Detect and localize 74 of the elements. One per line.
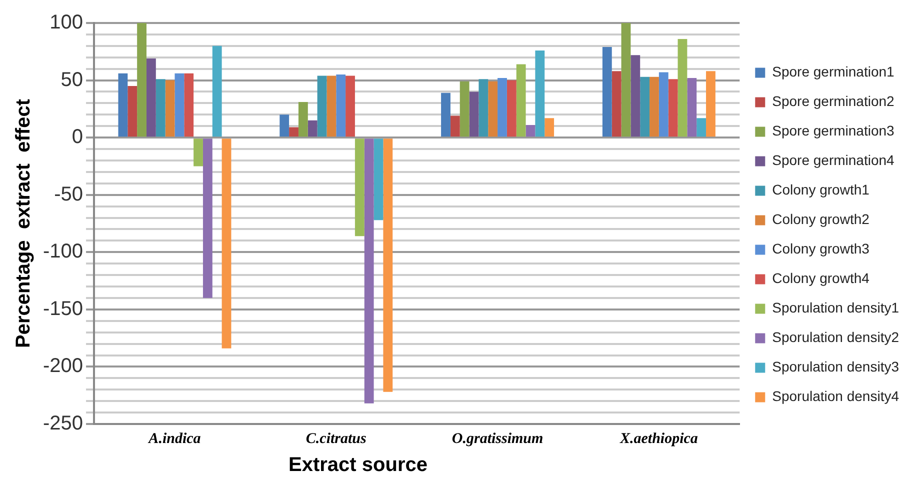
legend-label: Colony growth2 <box>772 211 870 228</box>
bar <box>658 72 668 137</box>
y-tick-label: 50 <box>60 68 84 91</box>
bar <box>450 116 460 137</box>
bar <box>478 79 488 137</box>
bar <box>326 76 336 137</box>
bar <box>696 118 706 137</box>
y-tick-label: -100 <box>43 240 84 263</box>
bar <box>289 127 298 137</box>
y-tick-label: -250 <box>43 412 84 435</box>
y-tick-label: -150 <box>43 298 84 320</box>
bar <box>118 73 128 137</box>
legend-label: Colony growth4 <box>772 270 870 286</box>
bar <box>364 138 374 404</box>
bar <box>146 58 156 137</box>
legend-label: Sporulation density2 <box>772 329 900 346</box>
bar <box>650 76 659 137</box>
legend-label: Sporulation density1 <box>772 300 900 316</box>
bar <box>280 114 290 137</box>
bar <box>137 23 146 137</box>
legend-label: Sporulation density4 <box>772 388 900 404</box>
bar <box>346 76 355 137</box>
bar <box>354 138 364 236</box>
bar <box>640 76 650 137</box>
y-tick-label: -200 <box>43 355 84 378</box>
x-tick-label: C.citratus <box>306 430 367 447</box>
bar <box>535 50 545 137</box>
x-tick-label: A.indica <box>148 430 202 447</box>
bar <box>317 76 327 137</box>
bar <box>544 118 554 137</box>
bar <box>374 138 384 220</box>
bar <box>469 92 479 137</box>
bar <box>174 73 184 137</box>
x-axis-title: Extract source <box>288 454 428 477</box>
y-tick-label: -50 <box>54 183 84 206</box>
bar <box>336 74 346 137</box>
bar <box>687 78 697 137</box>
bar <box>165 80 175 137</box>
y-tick-label: 100 <box>50 12 84 34</box>
legend-label: Spore germination1 <box>772 64 895 80</box>
bar <box>308 120 318 137</box>
bar <box>298 102 308 137</box>
x-tick-label: X.aethiopica <box>618 430 698 447</box>
bar <box>621 23 631 137</box>
bar <box>506 80 516 137</box>
bar <box>526 124 536 137</box>
legend-label: Spore germination2 <box>772 93 895 110</box>
bar <box>668 79 678 137</box>
bar <box>212 46 222 137</box>
bar <box>460 81 470 137</box>
bar <box>128 86 138 137</box>
bar <box>706 71 716 137</box>
bar <box>678 39 688 137</box>
bar <box>202 138 212 298</box>
bar <box>222 138 232 348</box>
legend-label: Spore germination4 <box>772 152 895 168</box>
bar <box>156 79 166 137</box>
legend-label: Spore germination3 <box>772 122 895 139</box>
bar <box>184 73 194 137</box>
legend-label: Sporulation density3 <box>772 358 900 375</box>
bar <box>498 78 507 137</box>
legend-label: Colony growth1 <box>772 182 870 198</box>
bar <box>630 55 640 137</box>
bar <box>516 64 526 137</box>
bar <box>441 92 450 137</box>
legend-label: Colony growth3 <box>772 240 870 257</box>
y-axis-title: Percentage extract effect <box>12 98 35 348</box>
bar <box>612 71 622 137</box>
y-tick-label: 0 <box>72 126 84 148</box>
x-tick-label: O.gratissimum <box>452 430 544 447</box>
bar <box>194 138 203 166</box>
bar <box>602 47 612 137</box>
bar <box>488 81 498 137</box>
bar <box>383 138 393 392</box>
